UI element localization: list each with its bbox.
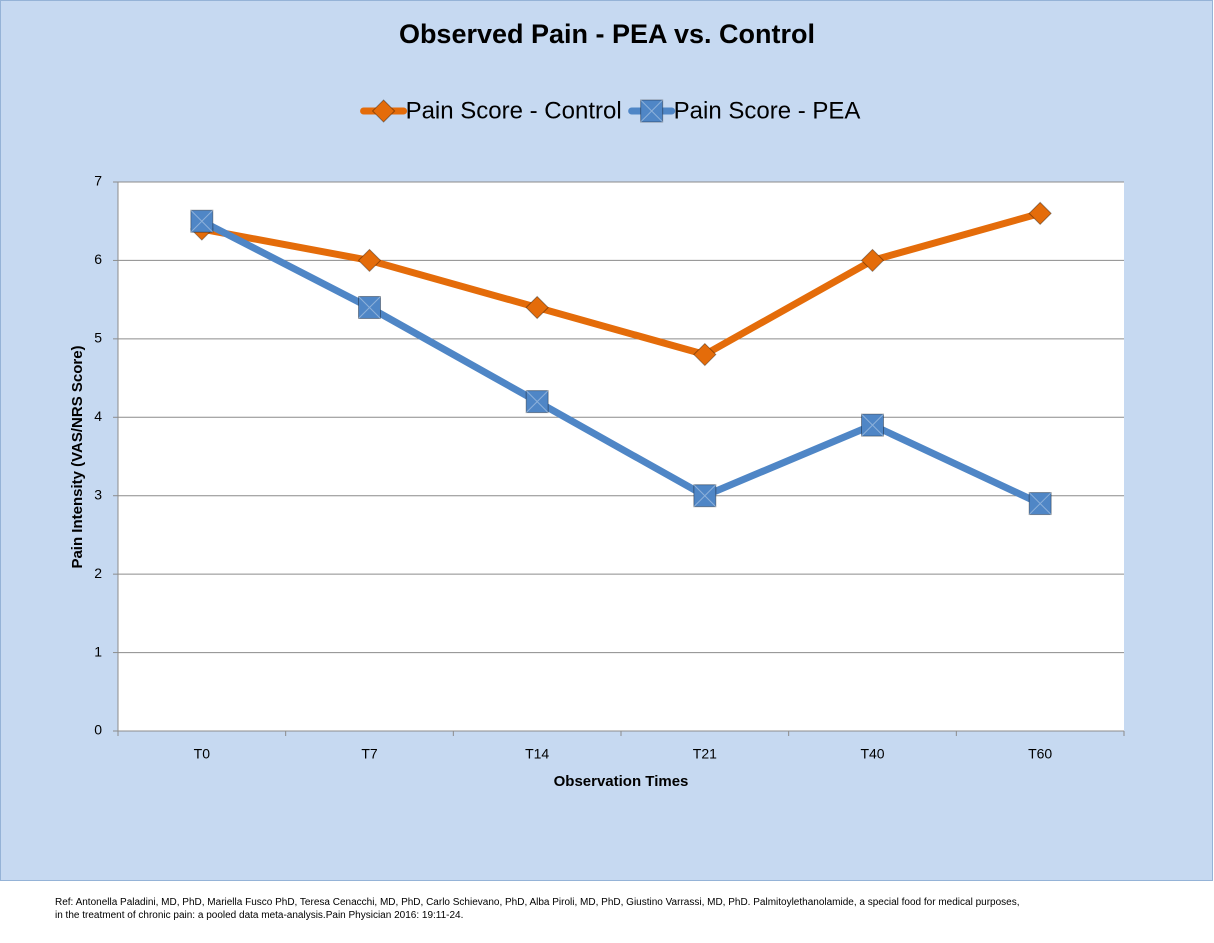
- data-point: [525, 295, 549, 320]
- y-tick-label: 1: [94, 643, 102, 659]
- marker-detail: [861, 413, 884, 437]
- plot-area: [118, 182, 1124, 731]
- legend-marker: [371, 99, 396, 123]
- data-point: [1028, 201, 1052, 226]
- data-point: [357, 248, 382, 273]
- marker-square: [1028, 492, 1052, 516]
- data-point: [525, 390, 549, 414]
- data-point: [358, 295, 381, 319]
- x-tick-label: T14: [525, 746, 549, 762]
- data-point: [190, 209, 214, 233]
- x-tick-label: T21: [693, 746, 717, 762]
- x-tick-label: T40: [860, 746, 884, 762]
- marker-detail: [1028, 492, 1052, 515]
- x-tick-label: T60: [1028, 746, 1052, 762]
- x-tick-label: T0: [194, 746, 211, 762]
- marker-square: [525, 390, 549, 414]
- legend-marker: [640, 99, 664, 123]
- data-point: [693, 484, 717, 508]
- legend-item: Pain Score - PEA: [628, 97, 861, 124]
- y-tick-label: 3: [94, 486, 102, 502]
- marker-detail: [640, 99, 664, 123]
- y-tick-label: 5: [94, 330, 102, 346]
- y-tick-label: 2: [94, 565, 102, 581]
- data-point: [860, 248, 885, 273]
- marker-detail: [693, 484, 717, 508]
- series-line: [200, 218, 1042, 507]
- data-point: [1028, 492, 1052, 516]
- marker-detail: [358, 296, 381, 319]
- series-line: [201, 210, 1042, 359]
- marker-square: [640, 99, 664, 123]
- y-axis-title: Pain Intensity (VAS/NRS Score): [69, 345, 86, 568]
- chart-title: Observed Pain - PEA vs. Control: [399, 19, 815, 49]
- y-tick-label: 6: [94, 251, 102, 267]
- marker-detail: [190, 209, 214, 233]
- legend-item: Pain Score - Control: [360, 97, 622, 124]
- y-tick-label: 7: [94, 173, 102, 189]
- legend-label: Pain Score - PEA: [674, 97, 861, 124]
- x-axis-title: Observation Times: [554, 773, 689, 790]
- marker-detail: [525, 390, 549, 413]
- y-tick-label: 0: [94, 722, 102, 738]
- legend: Pain Score - Control Pain Score - PEA: [360, 97, 861, 124]
- data-point: [861, 413, 884, 437]
- footnote: Ref: Antonella Paladini, MD, PhD, Mariel…: [55, 897, 1020, 908]
- x-tick-label: T7: [361, 746, 378, 762]
- marker-square: [190, 209, 214, 233]
- data-point: [693, 342, 717, 367]
- y-tick-label: 4: [94, 408, 102, 424]
- marker-square: [861, 413, 884, 437]
- legend-label: Pain Score - Control: [406, 97, 622, 124]
- footnote: in the treatment of chronic pain: a pool…: [55, 910, 463, 921]
- marker-square: [358, 295, 381, 319]
- marker-square: [693, 484, 717, 508]
